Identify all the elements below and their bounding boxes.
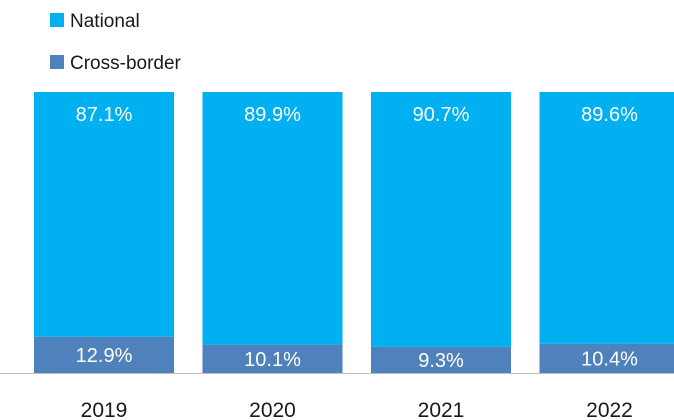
legend-swatch-national xyxy=(50,13,64,27)
bar-national-2022 xyxy=(539,92,674,344)
plot-area: 12.9% 87.1% 10.1% 89.9% 9.3% 90.7% 10.4% 89.6% xyxy=(34,92,674,373)
data-label-national-2021: 90.7% xyxy=(413,104,470,126)
bar-cross-border-2022 xyxy=(539,343,674,373)
data-label-cross-border-2020: 10.1% xyxy=(244,349,301,371)
data-label-cross-border-2022: 10.4% xyxy=(581,348,638,370)
x-axis-ticks: 2019 2020 2021 2022 xyxy=(81,399,633,420)
legend-label-cross-border: Cross-border xyxy=(70,53,182,74)
bar-cross-border-2019 xyxy=(34,336,174,373)
data-label-national-2022: 89.6% xyxy=(581,104,638,126)
bar-national-2020 xyxy=(202,92,343,345)
data-label-national-2019: 87.1% xyxy=(76,104,133,126)
legend-swatch-cross-border xyxy=(50,55,64,69)
x-tick-label-2019: 2019 xyxy=(81,399,128,420)
bar-national-2019 xyxy=(34,92,174,337)
legend-label-national: National xyxy=(70,11,140,32)
x-tick-label-2022: 2022 xyxy=(586,399,633,420)
legend: National Cross-border xyxy=(50,11,182,74)
x-tick-label-2021: 2021 xyxy=(418,399,465,420)
x-tick-label-2020: 2020 xyxy=(249,399,296,420)
data-label-cross-border-2019: 12.9% xyxy=(76,345,133,367)
bar-cross-border-2020 xyxy=(202,344,343,373)
data-label-national-2020: 89.9% xyxy=(244,104,301,126)
data-label-cross-border-2021: 9.3% xyxy=(418,350,464,372)
bar-cross-border-2021 xyxy=(371,346,511,373)
bar-national-2021 xyxy=(371,92,511,347)
